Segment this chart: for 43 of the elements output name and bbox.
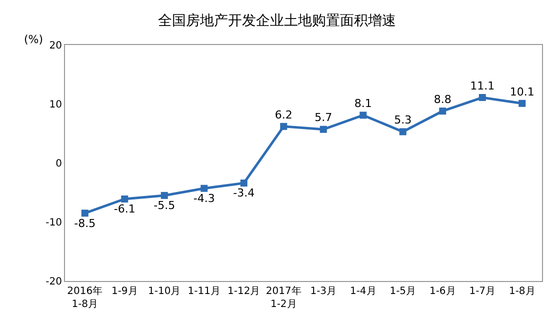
point [121, 195, 128, 202]
point [200, 184, 208, 192]
data-label: 8.1 [354, 97, 372, 110]
x-tick-label: 1-4月 [350, 286, 376, 297]
x-tick-label: 2017年 1-2月 [266, 285, 302, 310]
point [439, 108, 446, 115]
data-label: -4.3 [193, 192, 215, 205]
y-tick-label: 0 [56, 158, 62, 170]
x-tick-label: 1-12月 [228, 286, 260, 297]
data-label: 10.1 [510, 85, 534, 98]
data-label: 5.7 [314, 111, 332, 124]
data-label: -6.1 [114, 202, 136, 216]
point [518, 100, 526, 107]
data-label: 6.2 [274, 108, 292, 122]
x-tick-label: 1-11月 [188, 286, 220, 297]
point [280, 122, 288, 130]
data-label: 5.3 [394, 114, 412, 127]
data-label: -5.5 [154, 199, 176, 212]
x-tick-label: 1-9月 [111, 286, 138, 297]
point [399, 128, 406, 136]
y-tick-label: -20 [46, 276, 62, 288]
x-tick-label: 1-7月 [469, 286, 496, 297]
point [320, 126, 327, 133]
y-axis-title: (%) [24, 33, 44, 46]
x-tick-label: 2016年 1-8月 [67, 285, 103, 310]
x-tick-label: 1-5月 [390, 286, 416, 297]
chart-title: 全国房地产开发企业土地购置面积增速 [158, 12, 396, 29]
data-label: 11.1 [470, 79, 495, 92]
x-tick-label: 1-10月 [148, 286, 181, 297]
data-label: 8.8 [434, 92, 452, 106]
y-tick-label: 10 [49, 100, 62, 110]
data-label: -8.5 [74, 216, 96, 230]
point [240, 180, 248, 187]
x-tick-label: 1-3月 [310, 286, 337, 297]
point [478, 94, 486, 102]
point [360, 112, 367, 119]
y-tick-label: 20 [49, 40, 62, 52]
x-tick-label: 1-6月 [429, 286, 456, 297]
point [81, 210, 88, 217]
x-tick-label: 1-8月 [508, 286, 536, 297]
data-label: -3.4 [233, 186, 255, 200]
point [160, 192, 168, 199]
y-tick-label: -10 [46, 218, 62, 228]
